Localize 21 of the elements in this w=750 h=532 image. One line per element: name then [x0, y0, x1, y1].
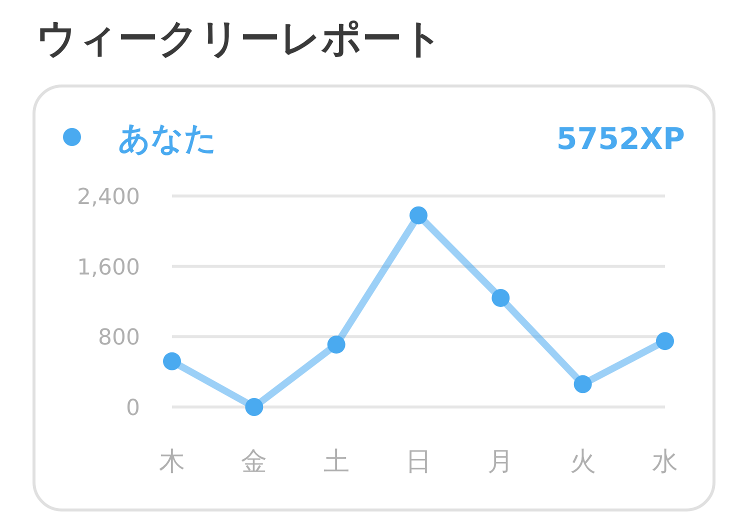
x-tick-label: 木	[159, 447, 185, 477]
x-tick-label: 日	[406, 447, 432, 477]
x-tick-label: 水	[652, 447, 678, 477]
text: 5752XP	[556, 122, 685, 157]
point	[492, 288, 510, 307]
point	[410, 206, 428, 224]
x-tick-label: 土	[323, 447, 350, 477]
point	[163, 352, 181, 370]
point	[656, 332, 674, 350]
y-tick-label: 2,400	[77, 185, 140, 210]
x-tick-label: 金	[241, 447, 268, 477]
y-tick-label: 1,600	[77, 255, 140, 280]
title: ウィークリーレポート	[36, 16, 443, 62]
x-tick-label: 火	[570, 447, 596, 477]
point	[245, 398, 264, 416]
point	[574, 375, 592, 394]
y-tick-label: 800	[98, 326, 140, 351]
point	[327, 336, 346, 354]
legend-label: あなた	[118, 119, 217, 157]
y-tick-label: 0	[126, 396, 140, 421]
x-tick-label: 月	[488, 447, 514, 477]
